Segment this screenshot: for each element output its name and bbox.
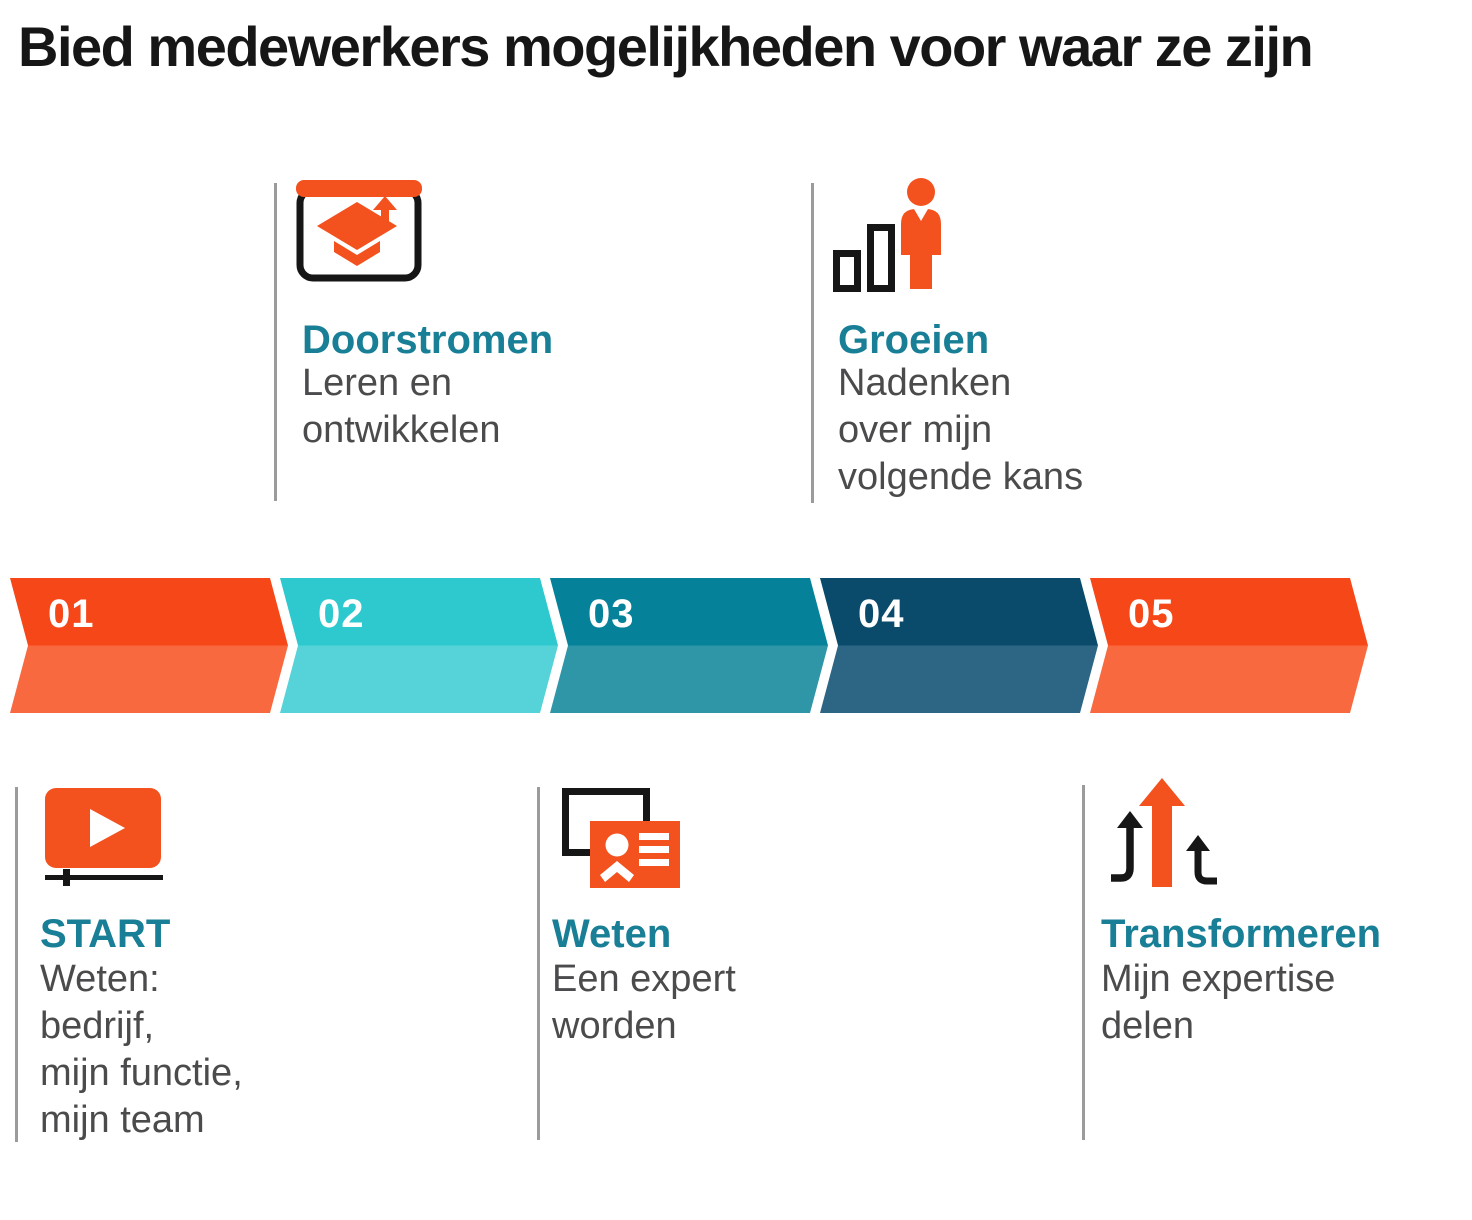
process-step-05: 05 — [1090, 578, 1368, 713]
video-player-icon — [45, 788, 163, 886]
transformeren-divider — [1082, 785, 1085, 1140]
start-divider — [15, 787, 18, 1142]
step-number: 05 — [1128, 592, 1175, 636]
weten-description: Een expert worden — [552, 958, 736, 1047]
process-step-04: 04 — [820, 578, 1098, 713]
upward-arrows-icon — [1111, 778, 1217, 887]
doorstromen-divider — [274, 183, 277, 501]
weten-heading: Weten — [552, 912, 672, 956]
page-title: Bied medewerkers mogelijkheden voor waar… — [18, 15, 1314, 78]
bar-chart-person-icon — [833, 178, 941, 292]
doorstromen-heading: Doorstromen — [302, 318, 554, 362]
start-description: Weten: bedrijf, mijn functie, mijn team — [40, 958, 243, 1141]
step-number: 03 — [588, 592, 635, 636]
process-step-01: 01 — [10, 578, 288, 713]
step-number: 01 — [48, 592, 95, 636]
step-number: 02 — [318, 592, 365, 636]
step-number: 04 — [858, 592, 905, 636]
learning-window-icon — [296, 180, 422, 282]
transformeren-heading: Transformeren — [1101, 912, 1382, 956]
doorstromen-description: Leren en ontwikkelen — [302, 362, 501, 451]
weten-divider — [537, 787, 540, 1140]
groeien-heading: Groeien — [838, 318, 990, 362]
groeien-description: Nadenken over mijn volgende kans — [838, 362, 1084, 498]
groeien-divider — [811, 183, 814, 503]
transformeren-description: Mijn expertise delen — [1101, 958, 1336, 1047]
start-heading: START — [40, 912, 171, 956]
process-step-02: 02 — [280, 578, 558, 713]
id-card-icon — [562, 788, 680, 888]
process-step-03: 03 — [550, 578, 828, 713]
